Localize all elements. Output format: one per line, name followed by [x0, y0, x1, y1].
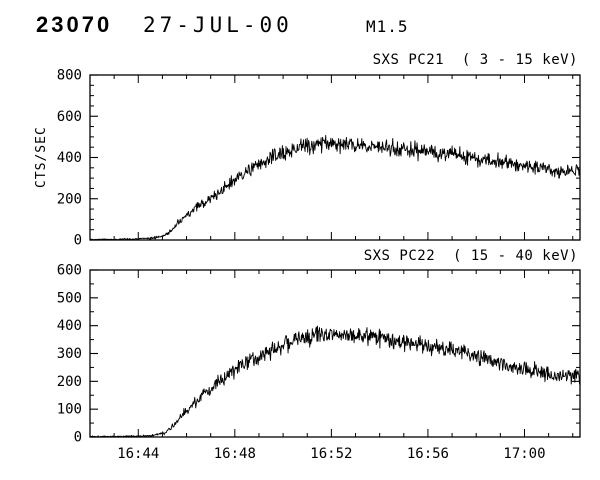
flare-class: M1.5	[366, 17, 409, 36]
pc21-panel-title: SXS PC21 ( 3 - 15 keV)	[372, 52, 578, 68]
pc21-ytick-label: 0	[74, 233, 82, 249]
pc22-ytick-label: 300	[57, 346, 82, 362]
pc22-lightcurve-series	[89, 325, 581, 438]
pc21-ytick-label: 800	[57, 68, 82, 84]
pc22-ytick-label: 600	[57, 263, 82, 279]
time-axis-label: 16:48	[214, 446, 256, 462]
pc21-ytick-label: 200	[57, 191, 82, 207]
pc22-chart: 0 100 200 300 400 500 600 16:44 16:48 16:52 16:56 1…	[57, 263, 581, 462]
pc21-lightcurve-series	[89, 134, 581, 241]
pc21-chart: 0 200 400 600 800	[57, 68, 581, 249]
time-axis-label: 16:44	[117, 446, 159, 462]
pc22-ytick-label: 100	[57, 402, 82, 418]
event-date: 27-JUL-00	[143, 13, 293, 37]
pc21-ytick-label: 400	[57, 150, 82, 166]
event-number: 23070	[36, 12, 113, 37]
pc22-ytick-label: 0	[74, 430, 82, 446]
pc22-ytick-label: 400	[57, 318, 82, 334]
time-axis-label: 16:52	[310, 446, 352, 462]
time-axis-label: 16:56	[407, 446, 449, 462]
pc22-ytick-label: 500	[57, 290, 82, 306]
pc22-panel-title: SXS PC22 ( 15 - 40 keV)	[363, 248, 578, 264]
time-axis-label: 17:00	[503, 446, 545, 462]
pc21-ytick-label: 600	[57, 109, 82, 125]
pc22-plot-frame	[89, 269, 581, 438]
pc22-ytick-label: 200	[57, 374, 82, 390]
